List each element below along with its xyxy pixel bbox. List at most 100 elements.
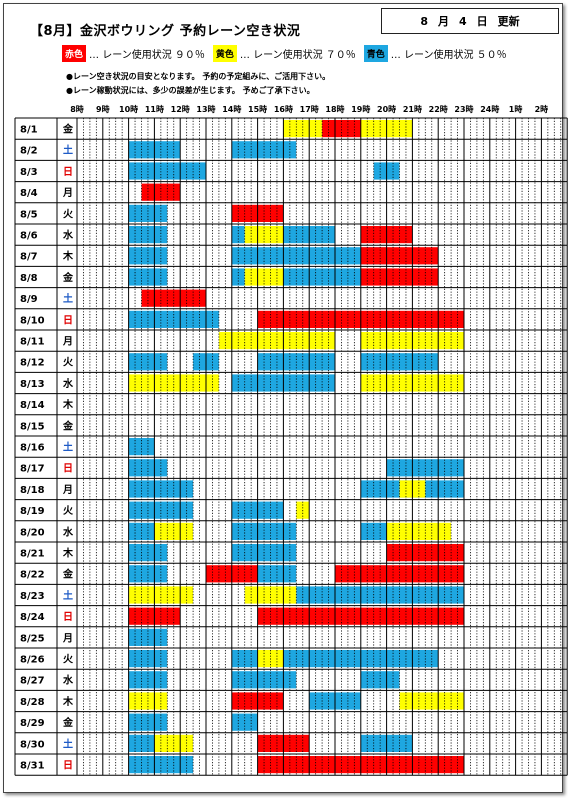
- row-weekday: 土: [63, 441, 73, 454]
- usage-block: [128, 374, 219, 392]
- usage-block: [231, 226, 245, 244]
- row-date: 8/28: [20, 697, 45, 708]
- hour-label: 16時: [274, 104, 293, 114]
- row-weekday: 火: [63, 505, 74, 517]
- legend-swatch-yellow: 黄色: [212, 45, 237, 62]
- row-weekday: 月: [62, 336, 73, 348]
- usage-block: [231, 713, 258, 731]
- row-date: 8/6: [20, 231, 38, 242]
- usage-block: [360, 671, 400, 689]
- row-weekday: 日: [63, 611, 73, 623]
- legend-text-yellow: … レーン使用状況 ７０％: [239, 50, 356, 61]
- row-weekday: 木: [62, 398, 74, 411]
- hour-label: 14時: [222, 104, 241, 114]
- updated-box: 8 月 4 日 更新: [381, 8, 559, 34]
- row-date: 8/9: [20, 294, 38, 305]
- legend-text-red: … レーン使用状況 ９０％: [89, 50, 205, 61]
- row-date: 8/2: [20, 146, 38, 157]
- row-weekday: 金: [62, 123, 74, 136]
- hour-label: 13時: [196, 104, 215, 114]
- hour-label: 15時: [248, 104, 267, 114]
- row-date: 8/25: [20, 633, 45, 644]
- hour-label: 19時: [351, 104, 370, 114]
- row-date: 8/8: [20, 273, 38, 284]
- usage-block: [322, 120, 361, 138]
- usage-block: [128, 268, 168, 286]
- usage-block: [154, 522, 194, 540]
- row-date: 8/7: [20, 252, 38, 263]
- usage-block: [231, 268, 245, 286]
- row-weekday: 日: [63, 166, 73, 178]
- row-date: 8/30: [20, 739, 45, 750]
- updated-day-unit: 日: [476, 15, 488, 28]
- usage-block: [128, 226, 168, 244]
- row-weekday: 木: [62, 547, 74, 560]
- updated-label: 更新: [497, 15, 520, 28]
- updated-month-unit: 月: [438, 15, 449, 28]
- row-weekday: 金: [62, 568, 74, 581]
- row-weekday: 木: [62, 695, 74, 708]
- row-weekday: 月: [62, 187, 73, 199]
- row-weekday: 金: [62, 419, 74, 432]
- row-date: 8/29: [20, 718, 45, 729]
- row-weekday: 土: [63, 737, 73, 750]
- row-date: 8/4: [20, 188, 38, 199]
- row-weekday: 火: [63, 357, 74, 369]
- page-title: 【8月】金沢ボウリング 予約レーン空き状況: [30, 24, 301, 39]
- legend-swatch-red: 赤色: [62, 45, 87, 62]
- hour-label: 9時: [96, 104, 110, 114]
- row-weekday: 火: [63, 208, 74, 220]
- usage-block: [335, 565, 464, 583]
- hour-label: 12時: [171, 104, 190, 114]
- row-date: 8/15: [20, 421, 45, 432]
- row-weekday: 日: [63, 314, 73, 326]
- hour-label: 8時: [70, 104, 84, 114]
- row-date: 8/11: [20, 337, 45, 348]
- usage-block: [257, 565, 297, 583]
- usage-block: [231, 522, 297, 540]
- row-date: 8/1: [20, 125, 38, 136]
- row-date: 8/26: [20, 655, 45, 666]
- hour-label: 2時: [535, 104, 549, 114]
- usage-block: [128, 756, 168, 774]
- row-date: 8/24: [20, 612, 45, 623]
- row-weekday: 月: [62, 484, 73, 496]
- legend-text-blue: … レーン使用状況 ５０％: [390, 50, 507, 61]
- usage-block: [128, 522, 155, 540]
- updated-month: 8: [420, 14, 428, 28]
- usage-block: [244, 268, 284, 286]
- row-weekday: 月: [62, 632, 73, 644]
- row-weekday: 水: [62, 674, 74, 687]
- hour-label: 1時: [509, 104, 523, 114]
- row-date: 8/16: [20, 443, 45, 454]
- usage-block: [231, 671, 297, 689]
- row-date: 8/17: [20, 464, 45, 475]
- usage-block: [128, 565, 168, 583]
- row-weekday: 日: [63, 463, 73, 475]
- row-weekday: 水: [62, 377, 74, 390]
- row-weekday: 日: [63, 760, 73, 772]
- usage-block: [386, 522, 452, 540]
- usage-block: [141, 183, 181, 201]
- row-date: 8/23: [20, 591, 45, 602]
- legend: 赤色 … レーン使用状況 ９０％ 黄色 … レーン使用状況 ７０％ 青色 … レ…: [62, 45, 515, 62]
- usage-block: [128, 310, 168, 328]
- row-date: 8/12: [20, 358, 45, 369]
- usage-block: [360, 268, 439, 286]
- usage-block: [283, 120, 323, 138]
- row-weekday: 金: [62, 271, 74, 284]
- row-date: 8/14: [20, 400, 45, 411]
- hour-label: 10時: [119, 104, 138, 114]
- row-date: 8/21: [20, 549, 45, 560]
- row-date: 8/27: [20, 676, 45, 687]
- hour-label: 20時: [377, 104, 396, 114]
- usage-block: [128, 713, 168, 731]
- usage-block: [128, 671, 168, 689]
- legend-swatch-blue: 青色: [363, 45, 388, 62]
- row-weekday: 土: [63, 144, 73, 157]
- row-weekday: 木: [62, 250, 74, 263]
- hour-label: 24時: [480, 104, 499, 114]
- hour-label: 11時: [145, 104, 164, 114]
- hour-label: 23時: [454, 104, 473, 114]
